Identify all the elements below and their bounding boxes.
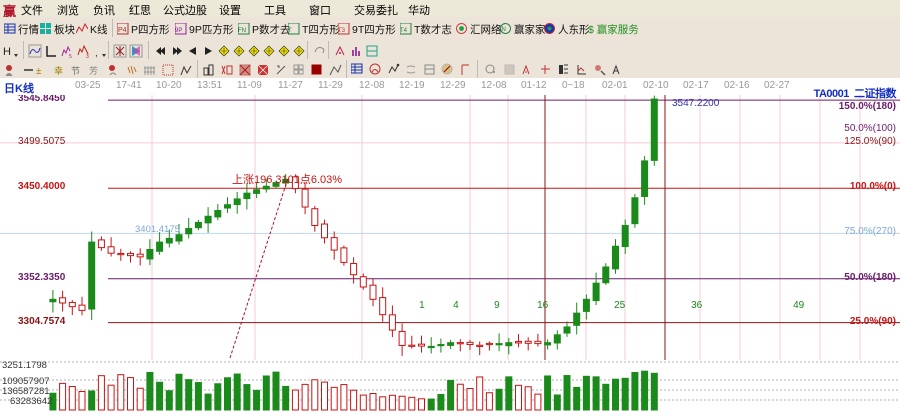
svg-text:T3: T3 — [338, 28, 346, 34]
svg-text:T4: T4 — [400, 28, 408, 34]
svg-text:节: 节 — [71, 66, 80, 76]
svg-text:±: ± — [36, 66, 42, 77]
svg-text:FN: FN — [238, 28, 246, 34]
svg-text:P4: P4 — [118, 27, 127, 34]
svg-text:9P: 9P — [175, 28, 182, 34]
svg-text:芳: 芳 — [89, 65, 98, 76]
svg-text:H: H — [3, 46, 11, 58]
svg-text:N: N — [502, 27, 506, 33]
svg-text:幸: 幸 — [54, 66, 63, 76]
svg-text:,: , — [95, 48, 98, 59]
svg-text:T: T — [288, 28, 292, 34]
